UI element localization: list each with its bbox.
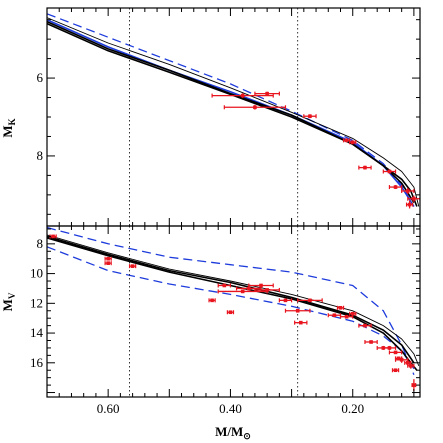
- panel-bottom: 8 10 12 14 16 0.60 0.40 0.20 MV M/M⊙: [0, 225, 421, 441]
- top-tick-labels: 68: [37, 70, 44, 163]
- data-point: [217, 283, 232, 288]
- data-point: [407, 362, 415, 369]
- data-point: [349, 140, 357, 145]
- data-point: [382, 169, 397, 174]
- model-curve-black-1: [47, 20, 415, 204]
- data-point: [358, 165, 372, 170]
- top-vertical-lines: [129, 8, 299, 226]
- panel-top: 68 MK: [0, 7, 421, 227]
- y-tick-label: 6: [37, 70, 44, 85]
- x-tick-label: 0.40: [219, 401, 242, 416]
- model-curve-black-thin: [47, 234, 420, 366]
- y-tick-label: 10: [30, 266, 43, 281]
- data-point: [104, 261, 112, 266]
- data-point: [388, 185, 403, 190]
- top-curves: [47, 13, 420, 207]
- data-point: [223, 104, 287, 110]
- data-point: [254, 287, 280, 292]
- data-point: [382, 345, 397, 350]
- data-point: [278, 298, 293, 303]
- bottom-points: [49, 234, 417, 392]
- bottom-frame: [46, 225, 421, 398]
- data-point: [391, 368, 400, 373]
- data-point: [349, 311, 357, 316]
- data-point: [303, 114, 317, 119]
- model-curve-blue-dashed: [47, 13, 415, 207]
- model-curve-blue-dashed-upper: [47, 226, 415, 375]
- bottom-tick-labels: 8 10 12 14 16: [30, 236, 44, 370]
- data-point: [248, 283, 274, 288]
- model-curve-black-2: [47, 237, 418, 371]
- y-tick-label: 8: [37, 148, 44, 163]
- y-tick-label: 16: [30, 355, 44, 370]
- bottom-ylabel: MV: [0, 292, 17, 311]
- data-point: [405, 200, 414, 209]
- bottom-curves: [47, 226, 420, 375]
- top-ylabel-sub: K: [7, 118, 17, 125]
- top-ylabel: MK: [0, 118, 17, 137]
- data-point: [407, 195, 420, 202]
- bottom-ylabel-sub: V: [7, 292, 17, 299]
- top-points: [211, 91, 420, 209]
- data-point: [226, 310, 235, 315]
- data-point: [104, 256, 112, 261]
- data-point: [297, 298, 323, 303]
- y-tick-label: 12: [30, 295, 43, 310]
- data-point: [284, 308, 311, 313]
- data-point: [128, 264, 137, 269]
- x-axis-label-main: M/M: [215, 424, 243, 439]
- model-curve-black-thin: [47, 17, 420, 207]
- bottom-vertical-lines: [129, 226, 299, 397]
- bottom-ticks: [46, 226, 420, 397]
- data-point: [388, 350, 403, 355]
- top-ticks: [46, 8, 420, 226]
- top-ylabel-main: M: [0, 125, 15, 137]
- data-point: [401, 187, 415, 195]
- model-curve-black-1: [47, 235, 415, 364]
- y-tick-label: 14: [30, 325, 44, 340]
- x-axis-label: M/M⊙: [215, 424, 251, 441]
- x-tick-label: 0.20: [341, 401, 364, 416]
- model-curve-black-2: [47, 22, 418, 207]
- x-tick-label: 0.60: [97, 401, 120, 416]
- data-point: [211, 93, 274, 98]
- data-point: [364, 339, 378, 344]
- x-axis-label-sun-symbol: ⊙: [243, 431, 251, 441]
- data-point: [336, 305, 345, 310]
- data-point: [254, 91, 280, 96]
- bottom-ylabel-main: M: [0, 299, 15, 311]
- bottom-x-tick-labels: 0.60 0.40 0.20: [97, 401, 364, 416]
- data-point: [294, 320, 308, 325]
- data-point: [327, 313, 342, 318]
- data-point: [208, 298, 216, 303]
- data-point: [358, 323, 372, 328]
- y-tick-label: 8: [37, 236, 44, 251]
